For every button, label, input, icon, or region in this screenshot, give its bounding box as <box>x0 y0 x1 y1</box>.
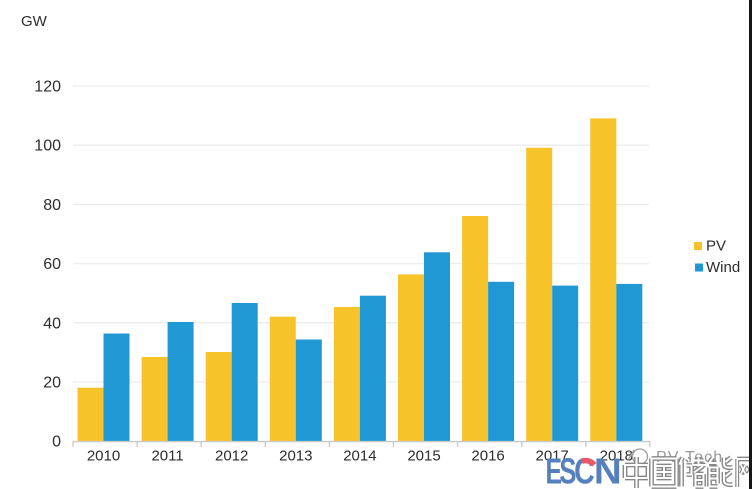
svg-text:100: 100 <box>34 138 61 155</box>
svg-text:GW: GW <box>21 13 48 30</box>
svg-text:2013: 2013 <box>279 448 312 465</box>
svg-text:40: 40 <box>43 315 61 332</box>
svg-text:2017: 2017 <box>536 448 569 465</box>
svg-text:2011: 2011 <box>151 448 183 465</box>
svg-text:0: 0 <box>52 434 61 451</box>
svg-text:2014: 2014 <box>343 448 376 465</box>
svg-text:2016: 2016 <box>471 448 504 465</box>
svg-text:N: N <box>594 451 622 489</box>
svg-text:2010: 2010 <box>87 448 120 465</box>
svg-text:120: 120 <box>34 79 61 96</box>
svg-text:60: 60 <box>43 256 61 273</box>
svg-text:2015: 2015 <box>407 448 440 465</box>
svg-text:C: C <box>574 451 595 489</box>
svg-text:20: 20 <box>43 375 61 392</box>
svg-text:S: S <box>559 451 576 489</box>
svg-text:PV: PV <box>706 238 726 255</box>
svg-text:Wind: Wind <box>706 259 740 276</box>
svg-text:E: E <box>546 451 563 489</box>
svg-text:2018: 2018 <box>600 448 633 465</box>
svg-text:2012: 2012 <box>215 448 248 465</box>
svg-text:80: 80 <box>43 197 61 214</box>
